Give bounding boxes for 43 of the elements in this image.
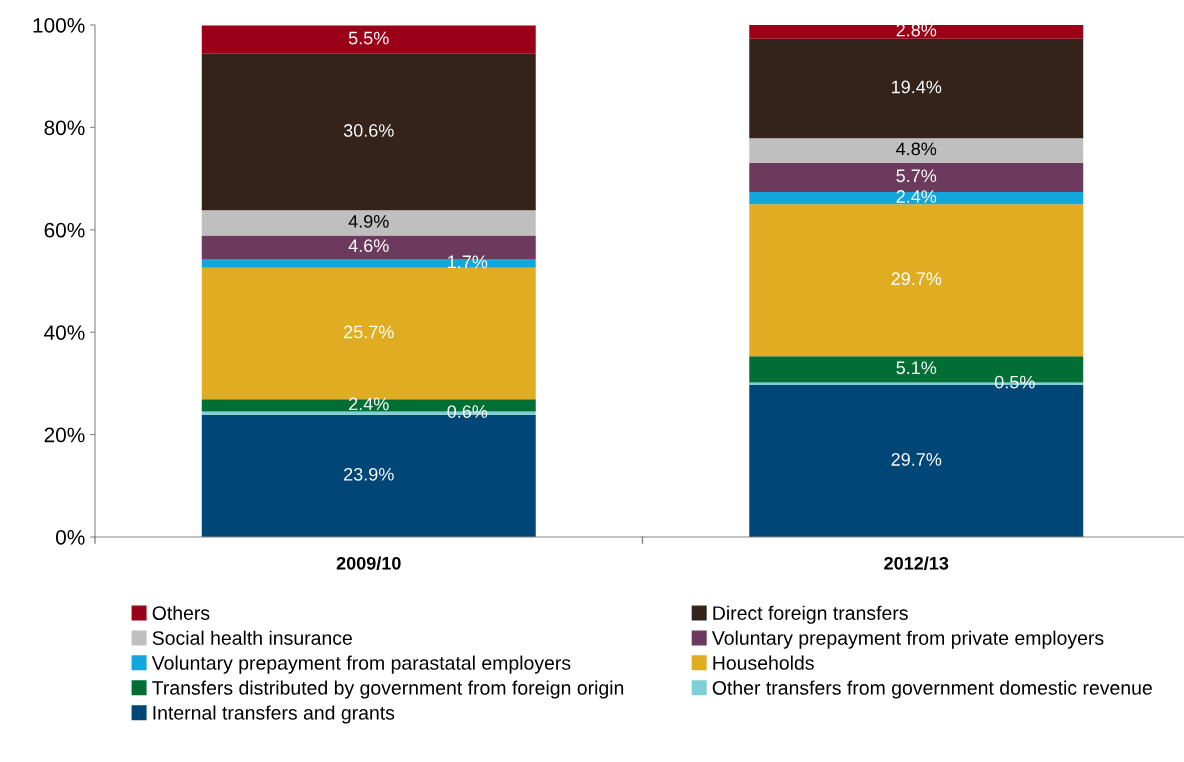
y-tick-label: 80%: [44, 120, 85, 136]
data-label: 0.6%: [447, 405, 488, 418]
legend-label: Transfers distributed by government from foreign origin: [152, 680, 624, 699]
bar: [749, 191, 1084, 205]
data-label: 4.6%: [348, 239, 389, 253]
data-label: 5.7%: [896, 169, 937, 183]
data-label: 23.9%: [344, 467, 394, 481]
legend-label: Direct foreign transfers: [713, 605, 908, 624]
legend-label: Social health insurance: [152, 630, 352, 645]
data-label: 29.7%: [891, 272, 942, 286]
y-tick-label: 60%: [44, 222, 85, 238]
legend-label: Internal transfers and grants: [153, 705, 395, 724]
y-tick-label: 100%: [33, 18, 85, 33]
data-label: 25.7%: [344, 325, 394, 339]
data-label: 1.7%: [448, 255, 488, 269]
bar: [749, 138, 1084, 163]
bar: [749, 25, 1084, 39]
bar: [749, 38, 1084, 139]
x-tick-label: 2012/13: [884, 556, 949, 570]
bar: [201, 53, 536, 211]
bar: [201, 25, 536, 54]
data-label: 2.4%: [896, 190, 937, 203]
legend-label: Households: [713, 655, 814, 670]
y-tick-label: 40%: [44, 325, 85, 340]
y-tick-label: 0%: [55, 530, 85, 545]
data-label: 0.5%: [994, 375, 1035, 389]
data-label: 4.9%: [348, 214, 389, 228]
bar: [201, 210, 536, 236]
data-label: 29.7%: [891, 453, 942, 466]
data-label: 2.4%: [349, 397, 389, 411]
data-label: 4.8%: [896, 142, 937, 156]
data-label: 5.1%: [896, 361, 937, 375]
legend-label: Others: [152, 605, 210, 620]
data-label: 5.5%: [348, 31, 389, 45]
legend-label: Voluntary prepayment from private employers: [711, 630, 1104, 649]
bar: [749, 162, 1084, 192]
bar: [749, 204, 1084, 357]
x-tick-label: 2009/10: [336, 556, 401, 570]
data-label: 30.6%: [343, 124, 394, 137]
y-tick-label: 20%: [44, 427, 85, 443]
data-label: 19.4%: [892, 80, 942, 94]
legend-label: Voluntary prepayment from parastatal employers: [151, 655, 571, 674]
legend-label: Other transfers from government domestic revenue: [712, 680, 1152, 699]
